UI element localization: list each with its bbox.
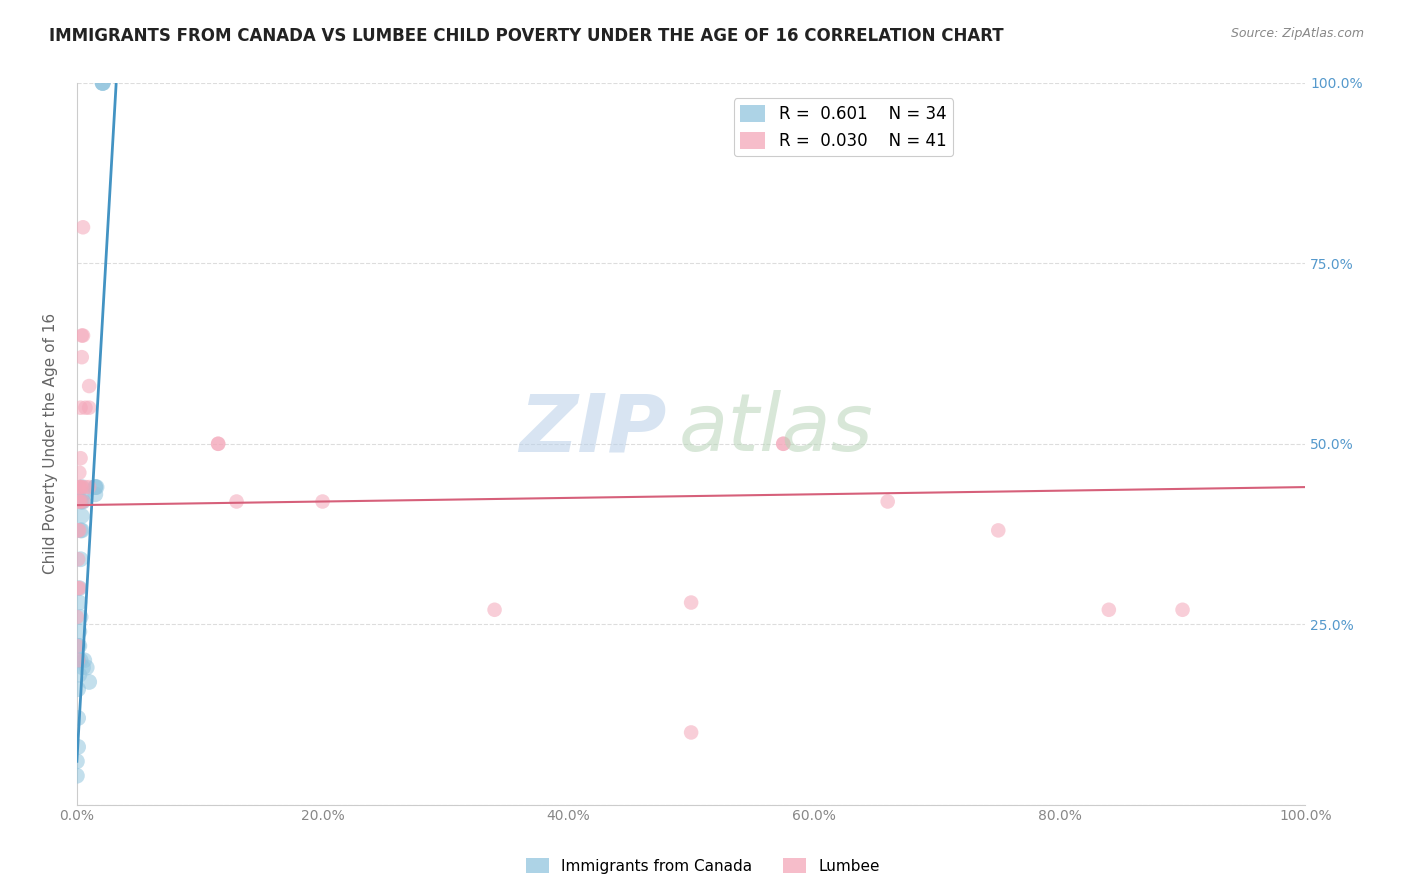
Point (67, 480, 90, 494)
Point (67, 552, 90, 566)
Point (73, 653, 96, 667)
Point (75, 401, 97, 415)
Point (77, 480, 100, 494)
Point (681, 596, 703, 610)
Point (84, 480, 107, 494)
Point (70, 328, 93, 343)
Point (66, 639, 89, 653)
Point (69, 451, 91, 466)
Point (91, 76, 114, 90)
Point (70, 494, 93, 508)
Point (69, 653, 91, 667)
Point (772, 437, 794, 451)
Point (67, 711, 90, 725)
Point (91, 76, 114, 90)
Point (70, 524, 93, 538)
Point (69, 524, 91, 538)
Point (67, 581, 90, 595)
Point (484, 603, 506, 617)
Point (67, 581, 90, 595)
Point (67, 624, 90, 639)
Point (225, 494, 247, 508)
Point (69, 401, 91, 415)
Point (69, 494, 91, 508)
Point (67, 653, 90, 667)
Point (77, 674, 100, 689)
Point (70, 350, 93, 364)
Point (72, 494, 94, 508)
Point (72, 220, 94, 235)
Text: Source: ZipAtlas.com: Source: ZipAtlas.com (1230, 27, 1364, 40)
Point (311, 494, 333, 508)
Point (207, 437, 229, 451)
Point (75, 480, 97, 494)
Point (67, 466, 90, 480)
Point (72, 660, 94, 674)
Point (69, 480, 91, 494)
Point (84, 480, 107, 494)
Point (86, 480, 108, 494)
Point (67, 494, 90, 508)
Point (876, 494, 898, 508)
Point (70, 480, 93, 494)
Point (67, 494, 90, 508)
Point (77, 401, 100, 415)
Point (67, 739, 90, 754)
Point (84, 487, 107, 501)
Text: IMMIGRANTS FROM CANADA VS LUMBEE CHILD POVERTY UNDER THE AGE OF 16 CORRELATION C: IMMIGRANTS FROM CANADA VS LUMBEE CHILD P… (49, 27, 1004, 45)
Point (772, 437, 794, 451)
Point (72, 487, 94, 501)
Point (1171, 603, 1194, 617)
Point (681, 725, 703, 739)
Point (67, 639, 90, 653)
Point (72, 328, 94, 343)
Point (67, 480, 90, 494)
Point (67, 581, 90, 595)
Point (91, 76, 114, 90)
Text: atlas: atlas (679, 391, 873, 468)
Point (66, 769, 89, 783)
Point (66, 610, 89, 624)
Y-axis label: Child Poverty Under the Age of 16: Child Poverty Under the Age of 16 (44, 313, 58, 574)
Legend: Immigrants from Canada, Lumbee: Immigrants from Canada, Lumbee (520, 852, 886, 880)
Point (69, 552, 91, 566)
Point (72, 494, 94, 508)
Point (69, 610, 91, 624)
Point (77, 379, 100, 393)
Point (67, 667, 90, 681)
Text: ZIP: ZIP (519, 391, 666, 468)
Point (67, 596, 90, 610)
Point (70, 508, 93, 523)
Point (69, 494, 91, 508)
Point (70, 480, 93, 494)
Point (67, 682, 90, 697)
Point (67, 524, 90, 538)
Legend: R =  0.601    N = 34, R =  0.030    N = 41: R = 0.601 N = 34, R = 0.030 N = 41 (734, 98, 953, 156)
Point (67, 639, 90, 653)
Point (67, 524, 90, 538)
Point (1098, 603, 1121, 617)
Point (67, 653, 90, 667)
Point (66, 754, 89, 768)
Point (207, 437, 229, 451)
Point (76, 660, 98, 674)
Point (987, 524, 1010, 538)
